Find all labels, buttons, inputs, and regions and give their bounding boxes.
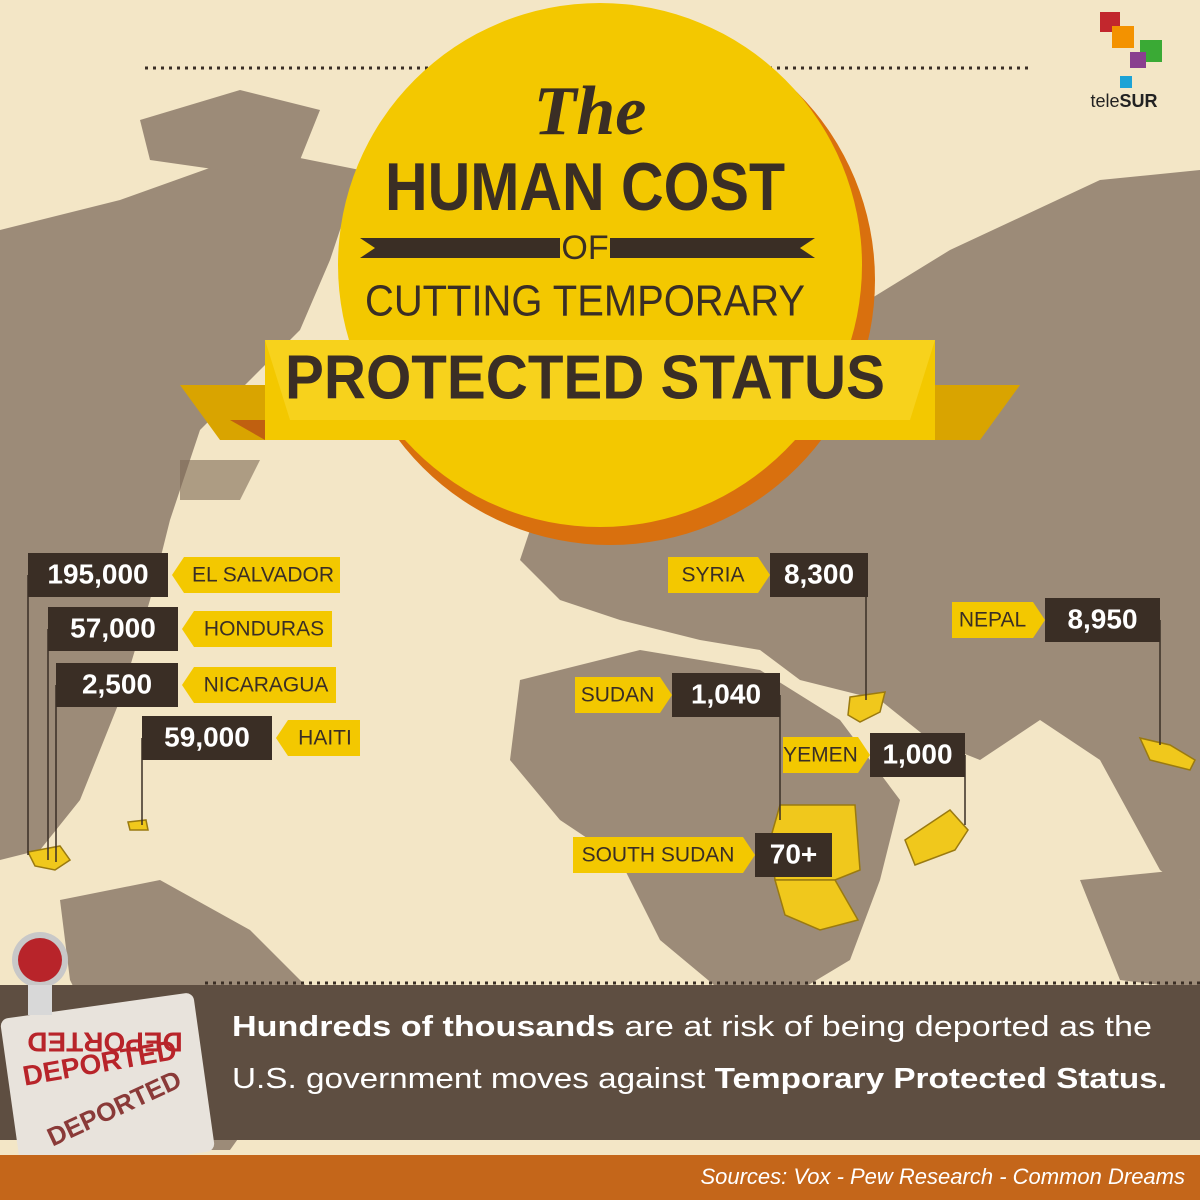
country-tag (276, 720, 360, 756)
country: SOUTH SUDAN (582, 844, 735, 867)
country-tag (172, 557, 340, 593)
logo: teleSUR (1090, 12, 1162, 111)
count-box (48, 607, 178, 651)
message-part: U.S. government moves against (232, 1063, 715, 1095)
country: HONDURAS (204, 618, 324, 641)
country: EL SALVADOR (192, 564, 334, 587)
logo-suffix: SUR (1120, 91, 1158, 111)
country: HAITI (298, 727, 352, 750)
stamp: DEPORTED DEPORTED DEPORTED (0, 932, 215, 1177)
message-line: U.S. government moves against Temporary … (232, 1063, 1167, 1095)
title-line: CUTTING TEMPORARY (365, 277, 805, 326)
country: SYRIA (681, 564, 744, 587)
count-box (672, 673, 780, 717)
footer (0, 1155, 1200, 1200)
count: 2,500 (82, 668, 152, 699)
logo-prefix: tele (1090, 91, 1119, 111)
count-box (28, 553, 168, 597)
label: 2,500 NICARAGUA (55, 663, 336, 862)
label: 8,300 SYRIA (668, 553, 868, 700)
count-box (770, 553, 868, 597)
title-line: The (534, 73, 647, 150)
country-tag (573, 837, 755, 873)
title-line: PROTECTED STATUS (285, 343, 885, 412)
country-tag (575, 677, 672, 713)
label: 59,000 HAITI (141, 716, 360, 825)
country: NEPAL (959, 609, 1026, 632)
count: 8,300 (784, 558, 854, 589)
country-tag (182, 667, 336, 703)
country-tag (783, 737, 870, 773)
country: SUDAN (581, 684, 655, 707)
country-tag (182, 611, 332, 647)
stamp-text: DEPORTED (27, 1027, 183, 1058)
count-box (142, 716, 272, 760)
count: 1,040 (691, 678, 761, 709)
count: 1,000 (882, 738, 952, 769)
title-line: OF (561, 229, 608, 267)
count: 195,000 (47, 558, 148, 589)
count-box (1045, 598, 1160, 642)
title-line: HUMAN COST (385, 149, 785, 225)
count: 70+ (770, 838, 818, 869)
country-tag (668, 557, 770, 593)
label: 70+ SOUTH SUDAN (573, 833, 832, 877)
count: 8,950 (1067, 603, 1137, 634)
count-box (56, 663, 178, 707)
labels: 195,000 EL SALVADOR 57,000 HONDURAS 2,500 NIC… (27, 553, 1161, 877)
logo-text: teleSUR (1090, 91, 1157, 111)
sources: Sources: Vox - Pew Research - Common Dre… (700, 1164, 1185, 1189)
country-tag (952, 602, 1045, 638)
count: 59,000 (164, 721, 250, 752)
country: YEMEN (783, 744, 858, 767)
count-box (755, 833, 832, 877)
count-box (870, 733, 965, 777)
label: 195,000 EL SALVADOR (27, 553, 340, 855)
label: 1,000 YEMEN (783, 733, 966, 825)
message-part: are at risk of being deported as the (615, 1011, 1152, 1043)
message-part: Temporary Protected Status. (715, 1063, 1167, 1095)
message-part: Hundreds of thousands (232, 1011, 615, 1043)
country: NICARAGUA (204, 674, 329, 697)
label: 1,040 SUDAN (575, 673, 781, 820)
message-line: Hundreds of thousands are at risk of bei… (232, 1011, 1152, 1043)
count: 57,000 (70, 612, 156, 643)
label: 57,000 HONDURAS (47, 607, 332, 860)
label: 8,950 NEPAL (952, 598, 1161, 745)
title-badge: The HUMAN COST OF CUTTING TEMPORARY PROT… (180, 3, 1020, 545)
